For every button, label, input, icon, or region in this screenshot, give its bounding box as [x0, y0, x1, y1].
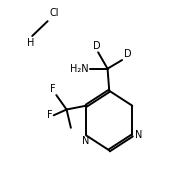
- Text: H₂N: H₂N: [70, 64, 89, 74]
- Text: F: F: [47, 110, 53, 120]
- Text: F: F: [50, 84, 56, 94]
- Text: N: N: [82, 136, 89, 146]
- Text: D: D: [93, 41, 101, 51]
- Text: D: D: [124, 49, 132, 59]
- Text: H: H: [27, 38, 34, 48]
- Text: Cl: Cl: [49, 8, 59, 18]
- Text: N: N: [135, 130, 143, 140]
